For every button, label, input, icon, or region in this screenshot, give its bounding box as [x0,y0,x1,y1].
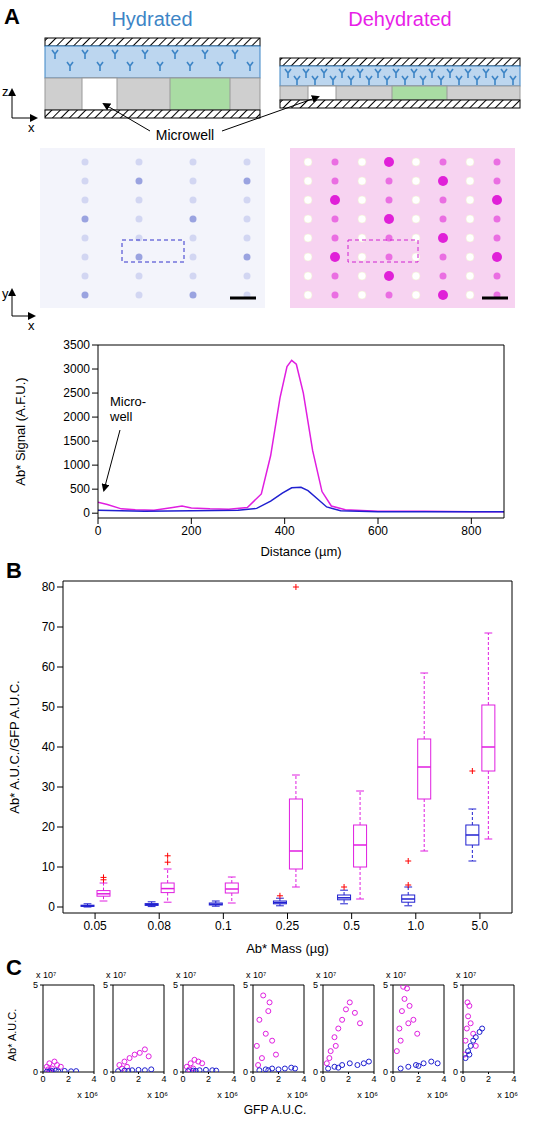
svg-text:0.25: 0.25 [276,919,300,933]
svg-text:5: 5 [243,980,248,990]
svg-text:10: 10 [42,860,56,874]
svg-text:Dehydrated: Dehydrated [348,8,451,30]
svg-text:Ab* A.U.C./GFP A.U.C.: Ab* A.U.C./GFP A.U.C. [7,680,22,813]
html-text:x 10⁶: x 10⁶ [427,1090,448,1100]
svg-text:800: 800 [461,524,481,538]
svg-text:2: 2 [136,1074,141,1084]
svg-text:0: 0 [110,1074,115,1084]
svg-text:0.1: 0.1 [215,919,232,933]
svg-text:20: 20 [42,820,56,834]
svg-text:0: 0 [390,1074,395,1084]
html-text:x 10⁷: x 10⁷ [36,970,57,980]
html-text:x 10⁶: x 10⁶ [77,1090,98,1100]
svg-text:0: 0 [243,1067,248,1077]
svg-text:0: 0 [313,1067,318,1077]
html-text:x 10⁶: x 10⁶ [147,1090,168,1100]
svg-text:4: 4 [91,1074,96,1084]
html-text:GFP A.U.C.: GFP A.U.C. [243,1103,307,1117]
svg-text:4: 4 [441,1074,446,1084]
svg-text:0: 0 [103,1067,108,1077]
svg-text:2500: 2500 [63,386,90,400]
svg-text:0: 0 [48,900,55,914]
svg-text:Hydrated: Hydrated [111,8,192,30]
svg-text:0: 0 [173,1067,178,1077]
svg-text:2: 2 [206,1074,211,1084]
svg-text:5: 5 [33,980,38,990]
svg-text:70: 70 [42,620,56,634]
svg-text:3000: 3000 [63,362,90,376]
svg-text:0: 0 [40,1074,45,1084]
svg-text:1000: 1000 [63,458,90,472]
svg-text:Distance (µm): Distance (µm) [260,544,341,559]
svg-text:400: 400 [275,524,295,538]
svg-text:0.5: 0.5 [343,919,360,933]
svg-text:2: 2 [346,1074,351,1084]
svg-text:4: 4 [371,1074,376,1084]
svg-text:600: 600 [368,524,388,538]
svg-text:5: 5 [173,980,178,990]
svg-text:500: 500 [70,482,90,496]
html-text:x 10⁷: x 10⁷ [456,970,477,980]
svg-text:Ab* Mass (µg): Ab* Mass (µg) [246,941,329,956]
svg-text:0: 0 [460,1074,465,1084]
svg-text:0: 0 [250,1074,255,1084]
svg-text:1.0: 1.0 [407,919,424,933]
html-text:x 10⁷: x 10⁷ [316,970,337,980]
svg-text:60: 60 [42,660,56,674]
svg-text:3500: 3500 [63,338,90,352]
svg-text:0: 0 [320,1074,325,1084]
svg-text:0: 0 [453,1067,458,1077]
html-text:x 10⁶: x 10⁶ [217,1090,238,1100]
svg-text:5: 5 [103,980,108,990]
html-text:x 10⁷: x 10⁷ [106,970,127,980]
svg-text:1500: 1500 [63,434,90,448]
svg-text:y: y [2,286,9,301]
svg-text:2: 2 [416,1074,421,1084]
svg-text:0: 0 [83,506,90,520]
svg-text:80: 80 [42,580,56,594]
html-text:x 10⁶: x 10⁶ [287,1090,308,1100]
svg-text:A: A [4,4,20,29]
svg-text:Ab* Signal (A.F.U.): Ab* Signal (A.F.U.) [13,377,28,485]
svg-text:200: 200 [181,524,201,538]
svg-text:30: 30 [42,780,56,794]
svg-text:4: 4 [161,1074,166,1084]
svg-text:4: 4 [301,1074,306,1084]
svg-text:x: x [28,120,35,135]
html-text:x 10⁷: x 10⁷ [176,970,197,980]
svg-text:4: 4 [511,1074,516,1084]
html-text:C: C [6,955,22,980]
svg-text:0.08: 0.08 [148,919,172,933]
svg-text:5: 5 [313,980,318,990]
html-text:Micro-: Micro- [110,394,147,409]
svg-text:2: 2 [276,1074,281,1084]
svg-text:0: 0 [95,524,102,538]
svg-text:0.05: 0.05 [83,919,107,933]
html-text:x 10⁶: x 10⁶ [357,1090,378,1100]
html-text:B: B [6,558,22,583]
svg-text:2: 2 [66,1074,71,1084]
svg-text:50: 50 [42,700,56,714]
html-text:x 10⁷: x 10⁷ [246,970,267,980]
html-text:x 10⁶: x 10⁶ [497,1090,518,1100]
svg-text:5.0: 5.0 [472,919,489,933]
svg-text:0: 0 [33,1067,38,1077]
svg-text:x: x [28,318,35,332]
svg-text:40: 40 [42,740,56,754]
svg-text:Microwell: Microwell [156,127,214,143]
html-text:well: well [110,409,133,424]
svg-text:4: 4 [231,1074,236,1084]
html-text:x 10⁷: x 10⁷ [386,970,407,980]
svg-text:Ab* A.U.C.: Ab* A.U.C. [6,1009,18,1062]
svg-text:2000: 2000 [63,410,90,424]
svg-text:0: 0 [180,1074,185,1084]
svg-text:5: 5 [453,980,458,990]
svg-text:5: 5 [383,980,388,990]
svg-text:2: 2 [486,1074,491,1084]
svg-text:z: z [2,84,9,99]
svg-text:0: 0 [383,1067,388,1077]
